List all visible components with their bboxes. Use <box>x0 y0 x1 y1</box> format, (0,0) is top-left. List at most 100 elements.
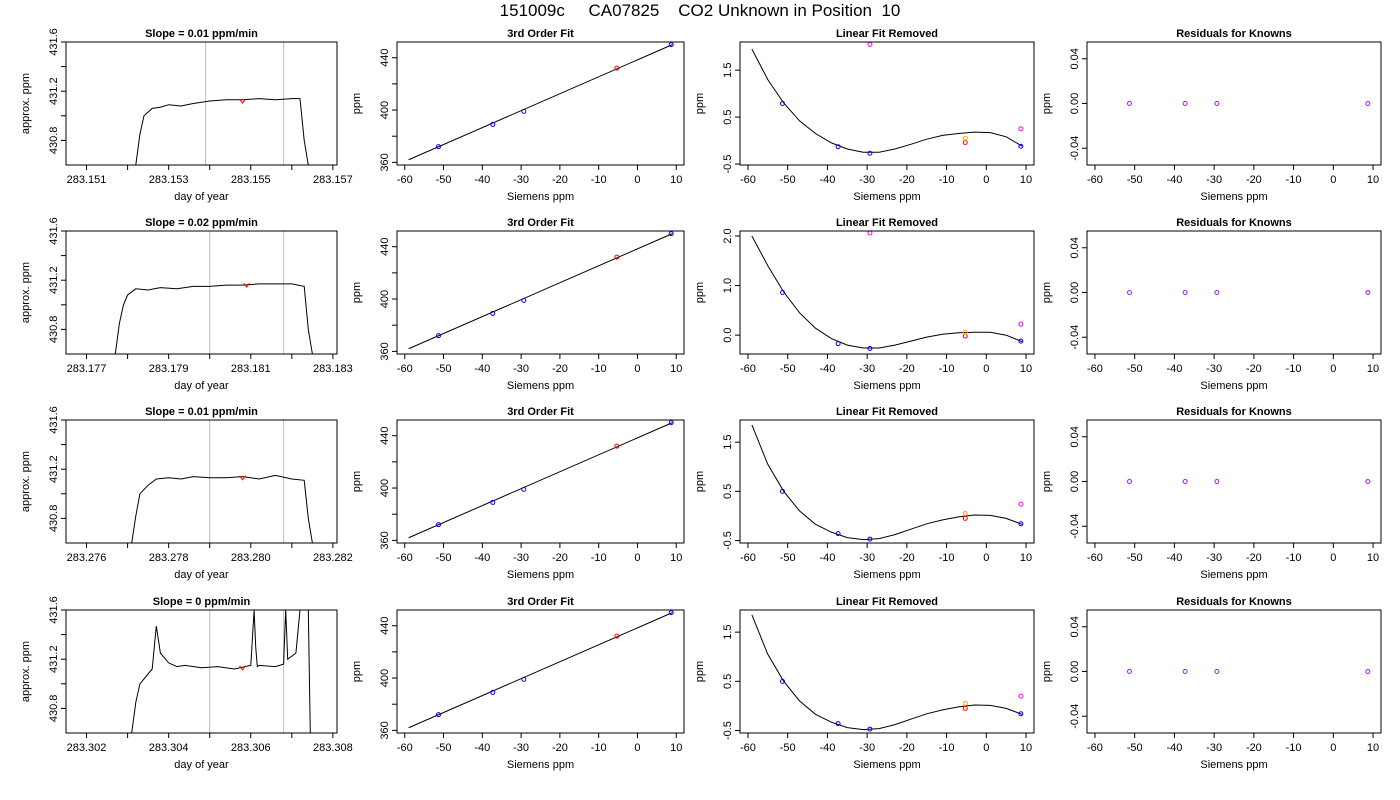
panel-title: Linear Fit Removed <box>836 217 938 229</box>
panel-time-row-2: Slope = 0.01 ppm/min 283.276 283.278 283.28… <box>20 406 353 581</box>
x-tick-label: -60 <box>1087 552 1103 564</box>
y-tick-label: 0.0 <box>722 328 734 343</box>
x-tick-label: -30 <box>513 174 529 186</box>
x-tick-label: 283.308 <box>313 742 353 754</box>
data-point <box>521 108 527 114</box>
x-tick-label: -10 <box>1286 363 1302 375</box>
x-tick-label: 283.157 <box>313 174 353 186</box>
x-axis-label: day of year <box>174 569 229 581</box>
panel-title: Slope = 0.02 ppm/min <box>145 217 258 229</box>
x-tick-label: -40 <box>1166 363 1182 375</box>
x-tick-label: -30 <box>859 174 875 186</box>
x-tick-label: -30 <box>1206 742 1222 754</box>
data-point <box>867 536 873 542</box>
plot-area <box>114 231 313 354</box>
panel-title: Linear Fit Removed <box>836 596 938 608</box>
x-tick-label: -20 <box>899 552 915 564</box>
data-point <box>780 101 786 106</box>
average-marker <box>239 475 246 481</box>
x-axis-label: Siemens ppm <box>1200 569 1267 581</box>
x-tick-label: -20 <box>1246 363 1262 375</box>
x-tick-label: 10 <box>670 363 682 375</box>
data-point <box>962 515 968 521</box>
panel-title: Residuals for Knowns <box>1176 406 1292 418</box>
y-tick-label: -0.5 <box>722 155 734 174</box>
y-tick-label: 431.2 <box>48 455 60 483</box>
data-point <box>1182 479 1188 484</box>
x-axis-label: Siemens ppm <box>1200 191 1267 203</box>
y-tick-label: 431.2 <box>48 266 60 294</box>
x-tick-label: -60 <box>397 363 413 375</box>
y-tick-label: 400 <box>379 101 391 119</box>
data-point <box>1018 501 1024 507</box>
concentration-trace <box>131 610 314 733</box>
x-axis-label: day of year <box>174 191 229 203</box>
data-point <box>962 510 968 516</box>
x-tick-label: 0 <box>983 552 989 564</box>
x-tick-label: -60 <box>1087 363 1103 375</box>
panel-time-row-1: Slope = 0.02 ppm/min 283.177 283.179 283.18… <box>20 217 353 392</box>
plot-frame <box>65 419 338 544</box>
plot-area <box>408 420 674 539</box>
x-tick-label: -40 <box>474 742 490 754</box>
x-tick-label: 10 <box>670 552 682 564</box>
panel-fit-row-3: 3rd Order Fit -60 -50 -40 -30 -20 -10 0 10 360 400… <box>351 596 685 771</box>
y-axis-label: ppm <box>1041 471 1053 492</box>
x-tick-label: -10 <box>939 552 955 564</box>
figure-title: 151009c CA07825 CO2 Unknown in Position … <box>499 1 901 20</box>
panel-linear-row-1: Linear Fit Removed -60 -50 -40 -30 -20 -10 0 10 0… <box>694 217 1035 392</box>
data-point <box>1018 521 1024 527</box>
y-tick-label: 431.2 <box>48 77 60 105</box>
y-tick-label: -0.04 <box>1069 136 1081 161</box>
data-point <box>521 676 527 682</box>
plot-area <box>408 42 674 161</box>
x-tick-label: -50 <box>1127 742 1143 754</box>
panel-title: 3rd Order Fit <box>507 406 574 418</box>
y-tick-label: -0.04 <box>1069 514 1081 539</box>
x-tick-label: -30 <box>859 363 875 375</box>
fit-curve <box>751 424 1023 541</box>
x-tick-label: 0 <box>983 363 989 375</box>
plot-area <box>751 231 1024 352</box>
plot-area <box>1127 479 1371 484</box>
y-axis-label: ppm <box>1041 661 1053 682</box>
data-point <box>1214 479 1220 484</box>
data-point <box>1365 101 1371 106</box>
x-tick-label: 283.181 <box>231 363 271 375</box>
data-point <box>1365 479 1371 484</box>
panel-time-row-3: Slope = 0 ppm/min 283.302 283.304 283.306 28… <box>20 596 353 771</box>
x-axis-label: Siemens ppm <box>507 380 574 392</box>
y-tick-label: 0.00 <box>1069 93 1081 114</box>
panel-title: 3rd Order Fit <box>507 596 574 608</box>
x-axis-label: Siemens ppm <box>507 191 574 203</box>
data-point <box>435 333 441 339</box>
x-tick-label: -50 <box>780 363 796 375</box>
y-tick-label: -0.04 <box>1069 704 1081 729</box>
y-axis-label: ppm <box>694 282 706 303</box>
data-point <box>1365 290 1371 295</box>
plot-frame <box>396 230 685 355</box>
y-tick-label: 0.00 <box>1069 471 1081 492</box>
plot-frame <box>1086 419 1382 544</box>
data-point <box>867 346 873 352</box>
x-tick-label: -30 <box>513 363 529 375</box>
y-tick-label: 431.6 <box>48 406 60 434</box>
data-point <box>1365 669 1371 674</box>
x-tick-label: 283.177 <box>67 363 107 375</box>
x-tick-label: 283.155 <box>231 174 271 186</box>
x-tick-label: -20 <box>1246 552 1262 564</box>
x-tick-label: -20 <box>552 363 568 375</box>
x-tick-label: -40 <box>819 552 835 564</box>
plot-area <box>1127 669 1371 674</box>
data-point <box>1214 101 1220 106</box>
data-point <box>1018 711 1024 717</box>
y-axis-label: ppm <box>1041 282 1053 303</box>
x-axis-label: Siemens ppm <box>853 759 920 771</box>
panel-time-row-0: Slope = 0.01 ppm/min 283.151 283.153 283.15… <box>20 28 353 203</box>
y-tick-label: 400 <box>379 479 391 497</box>
data-point <box>668 231 674 237</box>
y-tick-label: 0.5 <box>722 109 734 124</box>
y-tick-label: 0.00 <box>1069 282 1081 303</box>
data-point <box>435 522 441 528</box>
panel-residual-row-3: Residuals for Knowns -60 -50 -40 -30 -20 -10 0 1… <box>1041 596 1382 771</box>
